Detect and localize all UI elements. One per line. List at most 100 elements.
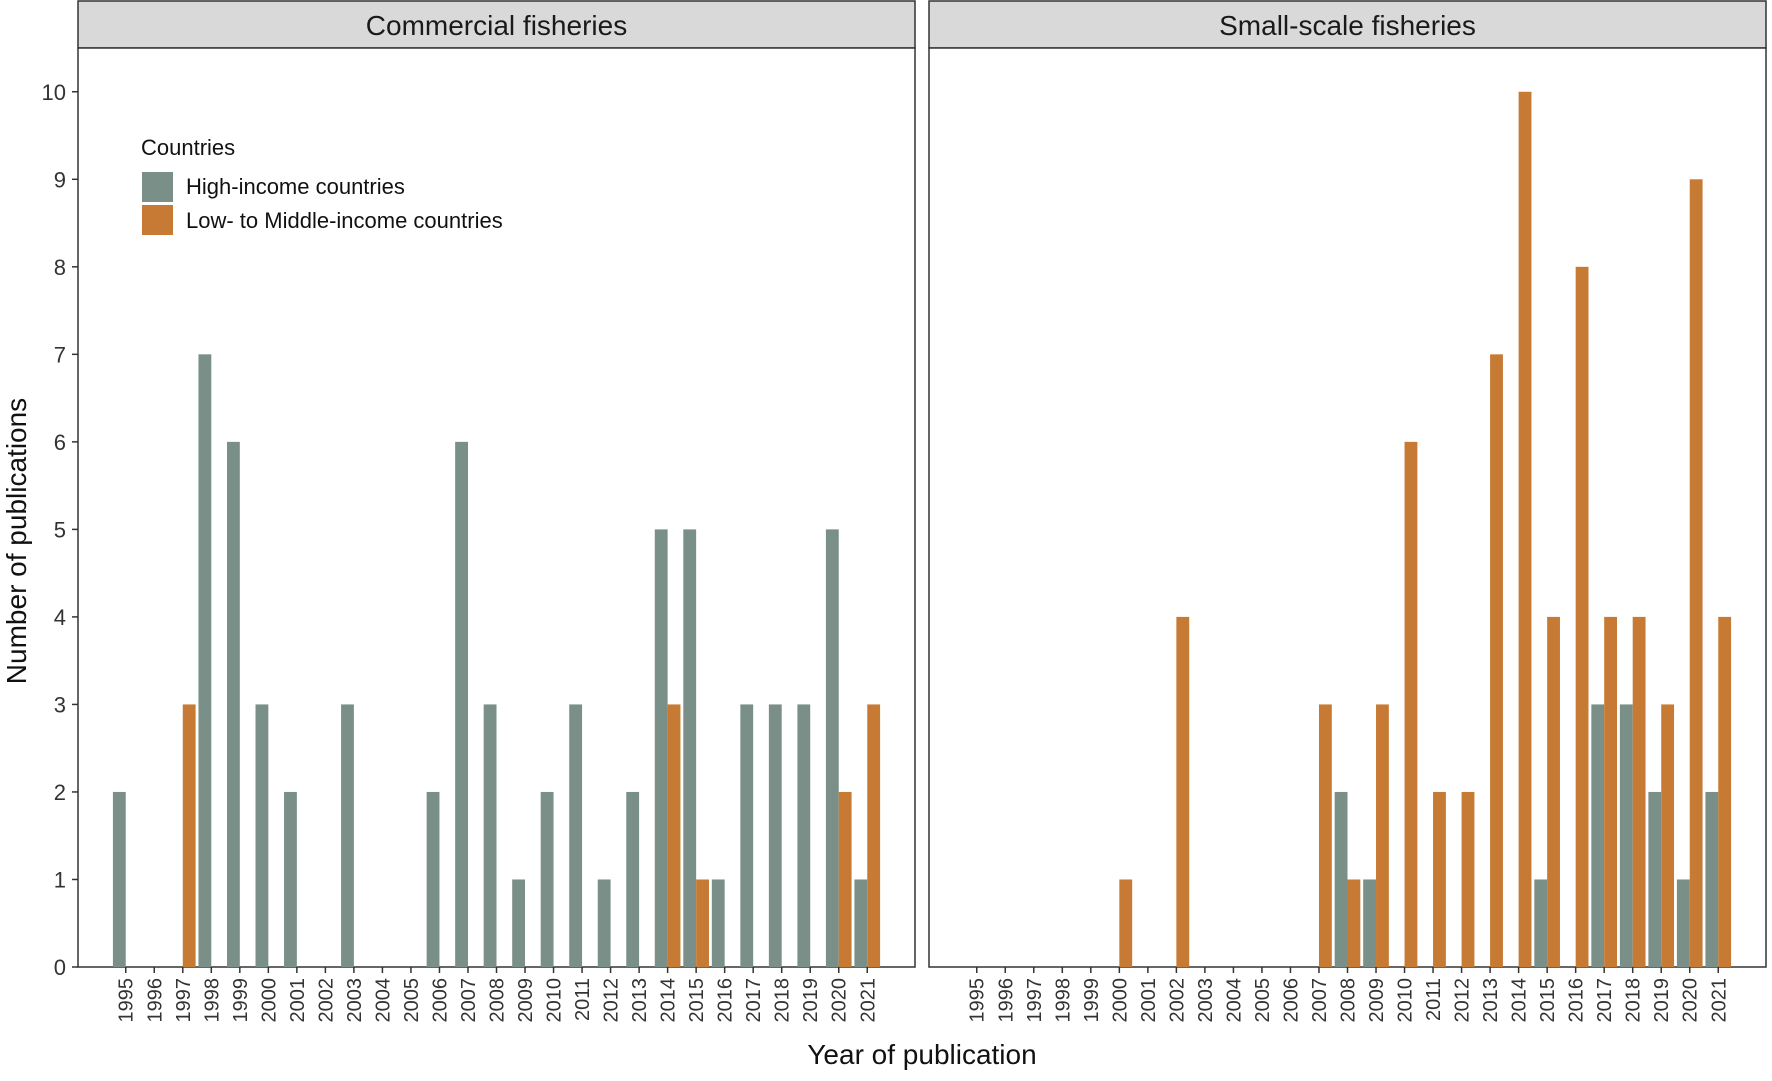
- y-axis: 0 1 2 3 4 5 6 7 8 9 10: [42, 80, 78, 980]
- bar-small-scale-low-middle-income-2020: [1689, 179, 1703, 968]
- legend-swatch-high-income: [142, 172, 173, 202]
- bar-commercial-high-income-2021: [854, 879, 868, 967]
- bar-small-scale-low-middle-income-2008: [1347, 879, 1361, 967]
- x-tick-label-small-scale-2003: 2003: [1195, 978, 1217, 1023]
- bar-commercial-high-income-2017: [740, 704, 754, 967]
- x-tick-label-commercial-2008: 2008: [487, 978, 509, 1023]
- x-tick-label-commercial-1995: 1995: [116, 978, 138, 1023]
- x-tick-label-commercial-2020: 2020: [829, 978, 851, 1023]
- bar-small-scale-low-middle-income-2016: [1575, 266, 1589, 967]
- bar-commercial-high-income-2006: [426, 791, 440, 967]
- bar-commercial-high-income-2019: [797, 704, 811, 967]
- x-tick-label-commercial-2021: 2021: [857, 978, 879, 1023]
- bar-commercial-high-income-2007: [455, 441, 468, 967]
- x-tick-label-commercial-2011: 2011: [572, 978, 594, 1021]
- bar-small-scale-low-middle-income-2017: [1604, 616, 1618, 967]
- x-tick-label-small-scale-2019: 2019: [1651, 978, 1673, 1023]
- x-tick-label-small-scale-2009: 2009: [1366, 978, 1388, 1023]
- x-tick-label-small-scale-2015: 2015: [1537, 978, 1559, 1023]
- x-tick-label-commercial-2000: 2000: [258, 978, 280, 1023]
- x-tick-label-commercial-2006: 2006: [429, 978, 451, 1023]
- bar-commercial-low-middle-income-2014: [667, 704, 681, 967]
- bar-small-scale-high-income-2017: [1591, 704, 1605, 967]
- y-tick-label-4: 4: [54, 605, 66, 630]
- bar-small-scale-low-middle-income-2010: [1404, 441, 1418, 967]
- panel-commercial: Commercial fisheries 1995 1996 1997 1998 1999…: [77, 0, 916, 1023]
- bar-small-scale-high-income-2009: [1363, 879, 1377, 967]
- bar-small-scale-low-middle-income-2013: [1490, 354, 1503, 968]
- legend-title: Countries: [141, 135, 235, 160]
- bar-commercial-high-income-2003: [341, 704, 354, 967]
- x-tick-label-small-scale-1997: 1997: [1024, 978, 1046, 1023]
- legend-swatch-low-middle-income: [142, 205, 173, 235]
- panels: Commercial fisheries 1995 1996 1997 1998 1999…: [77, 0, 1767, 1023]
- x-tick-label-commercial-1996: 1996: [144, 978, 166, 1023]
- x-tick-label-commercial-2012: 2012: [601, 978, 623, 1023]
- x-tick-label-small-scale-2018: 2018: [1623, 978, 1645, 1023]
- x-tick-label-commercial-2016: 2016: [715, 978, 737, 1023]
- x-tick-label-small-scale-2010: 2010: [1395, 978, 1417, 1023]
- x-tick-label-commercial-2010: 2010: [544, 978, 566, 1023]
- legend-entry-high-income: High-income countries: [142, 172, 405, 202]
- bar-small-scale-low-middle-income-2011: [1433, 791, 1446, 967]
- legend-label-high-income: High-income countries: [186, 174, 405, 199]
- y-tick-label-1: 1: [54, 867, 66, 892]
- bar-commercial-high-income-2015: [683, 529, 697, 967]
- y-tick-label-0: 0: [54, 955, 66, 980]
- legend-entry-low-middle-income: Low- to Middle-income countries: [142, 205, 503, 235]
- bar-small-scale-low-middle-income-2002: [1176, 616, 1190, 967]
- bar-small-scale-low-middle-income-2012: [1461, 791, 1475, 967]
- y-tick-label-9: 9: [54, 167, 66, 192]
- bar-small-scale-low-middle-income-2018: [1632, 616, 1646, 967]
- bar-small-scale-low-middle-income-2019: [1661, 704, 1675, 967]
- bar-commercial-high-income-1999: [226, 441, 240, 967]
- legend: Countries High-income countries Low- to …: [141, 135, 503, 235]
- bar-small-scale-high-income-2018: [1619, 704, 1633, 967]
- x-tick-label-small-scale-2001: 2001: [1138, 978, 1160, 1023]
- y-tick-label-7: 7: [54, 342, 66, 367]
- bar-commercial-high-income-2009: [512, 879, 526, 967]
- x-tick-label-small-scale-2014: 2014: [1509, 978, 1531, 1023]
- bar-commercial-high-income-1998: [198, 354, 212, 968]
- x-tick-label-commercial-2015: 2015: [686, 978, 708, 1023]
- x-tick-label-small-scale-2020: 2020: [1680, 978, 1702, 1023]
- bar-commercial-high-income-2000: [255, 704, 269, 967]
- bar-commercial-high-income-2020: [825, 529, 839, 967]
- panel-small-scale: Small-scale fisheries 1995 1996 1997 1998 199…: [928, 0, 1767, 1023]
- bar-commercial-high-income-1995: [112, 791, 126, 967]
- x-tick-label-commercial-2018: 2018: [772, 978, 794, 1023]
- bar-small-scale-low-middle-income-2021: [1718, 616, 1732, 967]
- panel-strip-commercial: [77, 0, 916, 49]
- x-tick-label-commercial-2005: 2005: [401, 978, 423, 1023]
- x-tick-label-commercial-2013: 2013: [629, 978, 651, 1023]
- y-tick-label-10: 10: [42, 80, 66, 105]
- bar-commercial-high-income-2011: [569, 704, 583, 967]
- x-tick-label-small-scale-2006: 2006: [1280, 978, 1302, 1023]
- bar-small-scale-low-middle-income-2015: [1547, 616, 1560, 967]
- x-tick-label-small-scale-2008: 2008: [1338, 978, 1360, 1023]
- y-axis-label: Number of publications: [1, 398, 32, 684]
- legend-label-low-middle-income: Low- to Middle-income countries: [186, 208, 503, 233]
- panel-title-commercial: Commercial fisheries: [366, 10, 627, 41]
- bar-commercial-low-middle-income-1997: [182, 704, 196, 967]
- bar-commercial-low-middle-income-2021: [867, 704, 881, 967]
- bar-small-scale-low-middle-income-2009: [1376, 704, 1389, 967]
- x-tick-label-commercial-2001: 2001: [287, 978, 309, 1023]
- x-tick-label-small-scale-1996: 1996: [995, 978, 1017, 1023]
- y-tick-label-6: 6: [54, 430, 66, 455]
- x-tick-label-small-scale-2017: 2017: [1594, 978, 1616, 1023]
- bar-commercial-high-income-2014: [654, 529, 668, 967]
- bar-small-scale-high-income-2020: [1676, 879, 1690, 967]
- x-tick-label-commercial-1998: 1998: [201, 978, 223, 1023]
- bar-small-scale-low-middle-income-2014: [1518, 91, 1532, 967]
- panel-strip-small-scale: [928, 0, 1767, 49]
- x-tick-label-commercial-2007: 2007: [458, 978, 480, 1023]
- x-tick-label-commercial-2019: 2019: [800, 978, 822, 1023]
- x-tick-label-small-scale-2016: 2016: [1566, 978, 1588, 1023]
- y-tick-label-2: 2: [54, 780, 66, 805]
- x-tick-label-commercial-1999: 1999: [230, 978, 252, 1023]
- x-tick-label-commercial-2017: 2017: [743, 978, 765, 1023]
- x-tick-label-small-scale-2004: 2004: [1223, 978, 1245, 1023]
- bar-commercial-high-income-2013: [626, 791, 640, 967]
